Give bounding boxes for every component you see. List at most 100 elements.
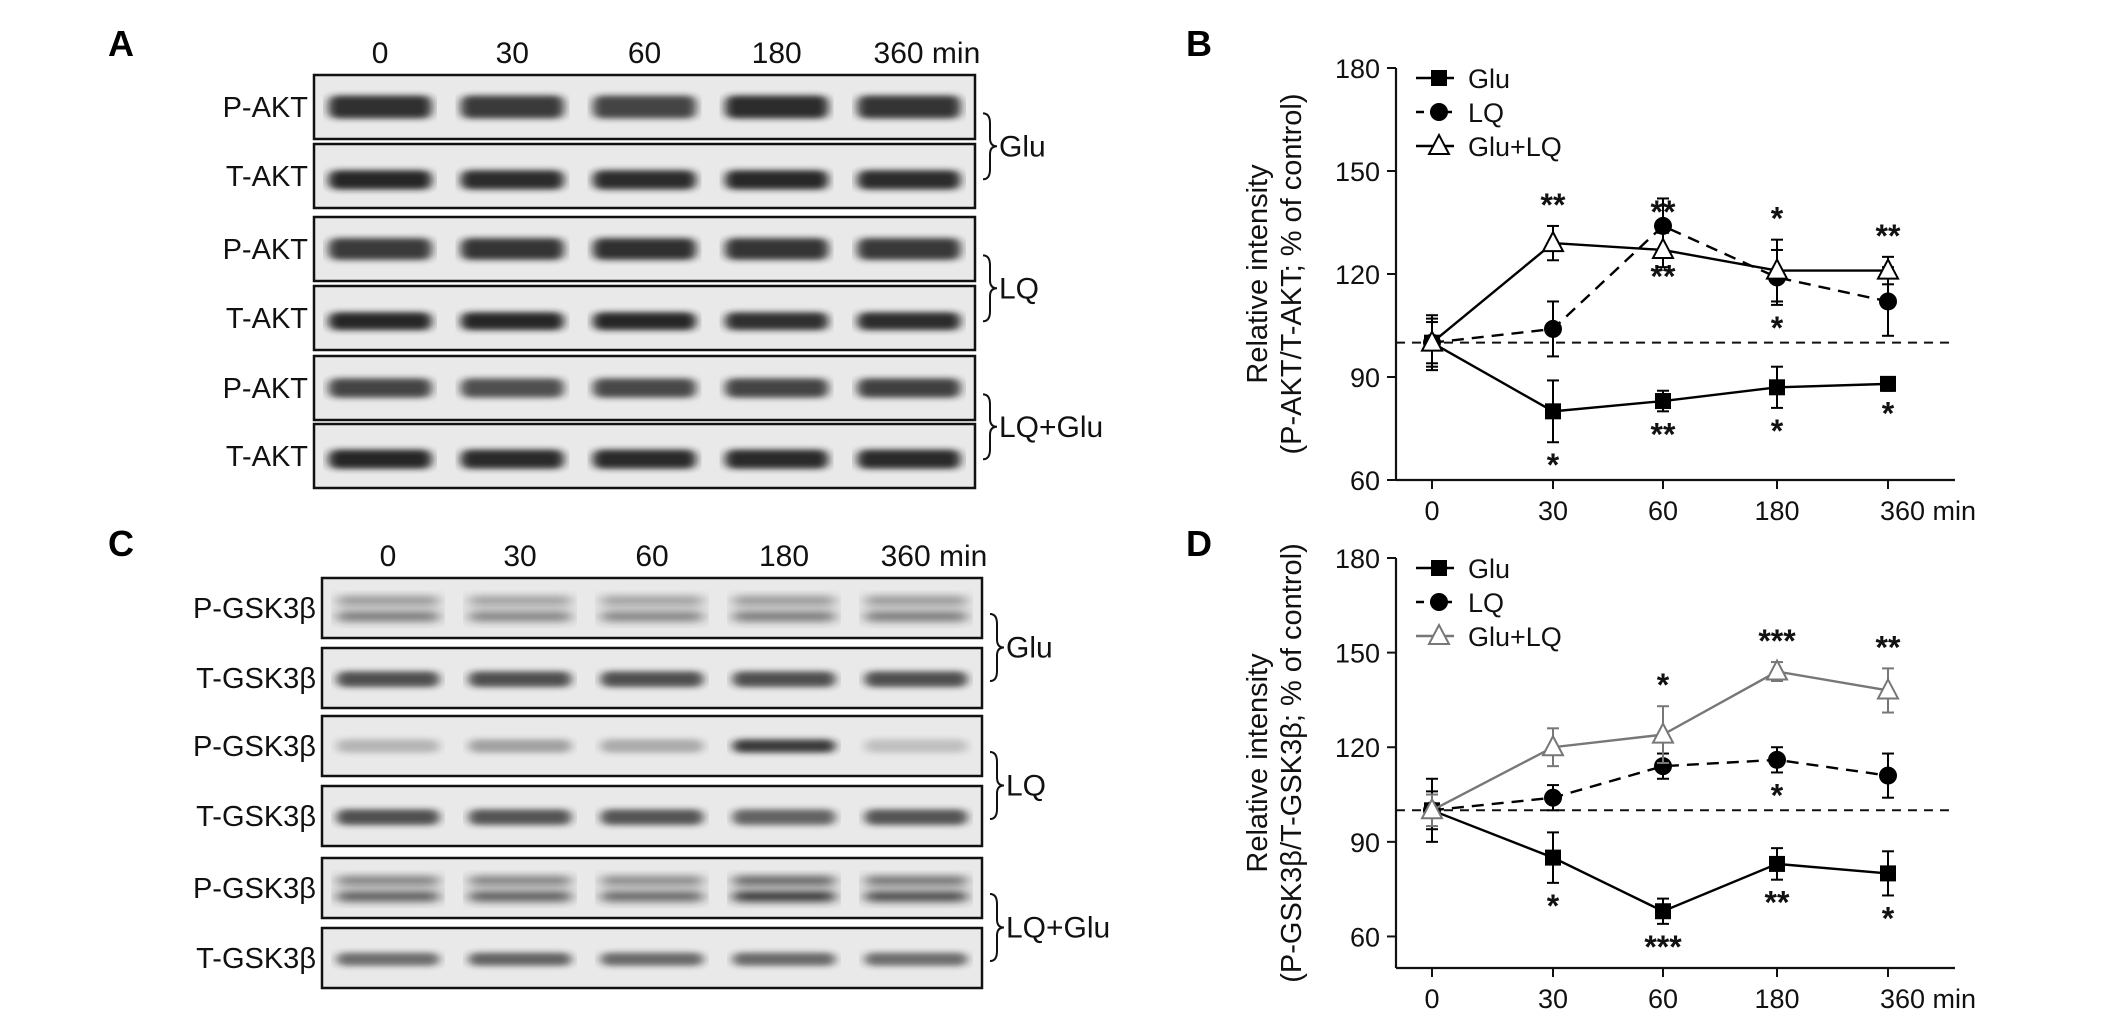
blot-band <box>336 876 440 886</box>
y-tick-label: 120 <box>1335 733 1380 763</box>
blot-band <box>732 671 836 687</box>
blot-band <box>336 739 440 753</box>
blot-band <box>460 378 564 398</box>
panel-c-western-blot: C 0 30 60 180 360 min P-GSK3β T-GSK3β P-GSK3β T… <box>108 523 1110 990</box>
legend-marker <box>1430 103 1448 121</box>
blot-row: P-AKT <box>223 73 977 141</box>
significance-mark: * <box>1657 667 1670 703</box>
data-point <box>1880 865 1896 882</box>
data-point <box>1420 797 1444 820</box>
blot-band <box>864 876 968 886</box>
blot-band <box>600 596 704 606</box>
blot-band <box>857 95 961 119</box>
blot-band <box>725 378 829 398</box>
y-tick-label: 150 <box>1335 157 1380 187</box>
blot-row-label: T-GSK3β <box>196 943 316 975</box>
x-tick-label: 30 <box>1538 496 1568 526</box>
panel-a-time-labels: 0 30 60 180 360 min <box>372 37 981 70</box>
y-tick-label: 90 <box>1350 828 1380 858</box>
blot-row-label: T-GSK3β <box>196 663 316 695</box>
blot-row: P-GSK3β <box>193 714 984 778</box>
x-tick-label: 0 <box>1424 496 1439 526</box>
data-point <box>1544 319 1562 338</box>
blot-band <box>864 952 968 966</box>
blot-band <box>328 449 432 469</box>
blot-row-label: T-AKT <box>226 161 308 193</box>
legend-label: LQ <box>1468 98 1504 128</box>
panel-c-blot-rows: P-GSK3β T-GSK3β P-GSK3β T-GSK3β P-GSK3β T-GSK… <box>193 576 984 990</box>
blot-row: T-GSK3β <box>196 926 984 990</box>
blot-row: T-AKT <box>226 142 977 210</box>
blot-band <box>857 312 961 331</box>
legend-marker <box>1427 622 1451 645</box>
x-tick-label: 180 <box>1754 984 1799 1014</box>
panel-b-chart: B 60 90 120 150 180 0 30 60 180 360 min Relative i… <box>1186 23 1976 526</box>
blot-membrane <box>320 576 984 640</box>
data-point <box>1768 750 1786 769</box>
legend-label: Glu <box>1468 554 1510 584</box>
y-tick-label: 90 <box>1350 363 1380 393</box>
blot-band <box>468 809 572 825</box>
data-point <box>1876 257 1900 280</box>
y-tick-label: 180 <box>1335 544 1380 574</box>
significance-mark: * <box>1771 413 1784 449</box>
blot-band <box>460 95 564 119</box>
series-lq: * <box>1423 746 1897 831</box>
blot-row: T-GSK3β <box>196 784 984 848</box>
panel-b-letter: B <box>1186 23 1212 64</box>
blot-row: P-GSK3β <box>193 856 984 920</box>
blot-band <box>592 449 697 469</box>
blot-row: P-AKT <box>223 354 977 422</box>
legend-marker <box>1431 560 1447 576</box>
blot-band <box>600 809 704 825</box>
x-tick-label: 60 <box>1648 984 1678 1014</box>
data-point <box>1879 292 1897 311</box>
blot-row-label: P-GSK3β <box>193 731 316 763</box>
blot-band <box>725 170 829 190</box>
x-tick-label: 30 <box>1538 984 1568 1014</box>
group-bracket <box>982 112 998 181</box>
blot-band <box>725 312 829 331</box>
x-tick-label: 360 min <box>1880 496 1976 526</box>
legend-marker <box>1427 132 1451 155</box>
y-tick-label: 180 <box>1335 54 1380 84</box>
series-lq: *** <box>1423 197 1897 368</box>
data-point <box>1769 379 1785 396</box>
data-point <box>1651 236 1675 259</box>
significance-mark: *** <box>1644 929 1682 965</box>
blot-band <box>468 671 572 687</box>
group-bracket <box>989 893 1005 962</box>
series-glu: ****** * <box>1424 777 1896 965</box>
panel-c-group-brackets: Glu LQ LQ+Glu <box>989 613 1110 962</box>
blot-band <box>468 611 572 622</box>
data-point <box>1651 721 1675 744</box>
blot-band <box>460 449 564 469</box>
blot-band <box>864 611 968 622</box>
data-point <box>1655 903 1671 920</box>
legend-marker <box>1430 593 1448 611</box>
time-label: 360 min <box>874 37 981 70</box>
data-point <box>1876 677 1900 700</box>
significance-mark: * <box>1771 201 1784 237</box>
legend-marker <box>1431 70 1447 86</box>
blot-band <box>336 809 440 825</box>
y-axis-label: Relative intensity <box>1242 164 1274 384</box>
group-bracket <box>989 613 1005 682</box>
blot-band <box>857 378 961 398</box>
panel-a-blot-rows: P-AKT T-AKT P-AKT T-AKT P-AKT T-AKT <box>223 73 977 490</box>
data-point <box>1420 329 1444 352</box>
blot-band <box>864 809 968 825</box>
blot-band <box>468 739 572 753</box>
blot-band <box>592 378 697 398</box>
blot-band <box>732 876 836 886</box>
data-point <box>1545 849 1561 866</box>
time-label: 360 min <box>881 540 988 573</box>
blot-row: P-GSK3β <box>193 576 984 640</box>
time-label: 0 <box>372 37 389 70</box>
group-label: LQ+Glu <box>1006 912 1110 945</box>
series-glu-lq: ** ** * ** <box>1420 187 1901 365</box>
blot-band <box>468 891 572 902</box>
blot-row-label: T-GSK3β <box>196 801 316 833</box>
blot-band <box>460 238 564 260</box>
